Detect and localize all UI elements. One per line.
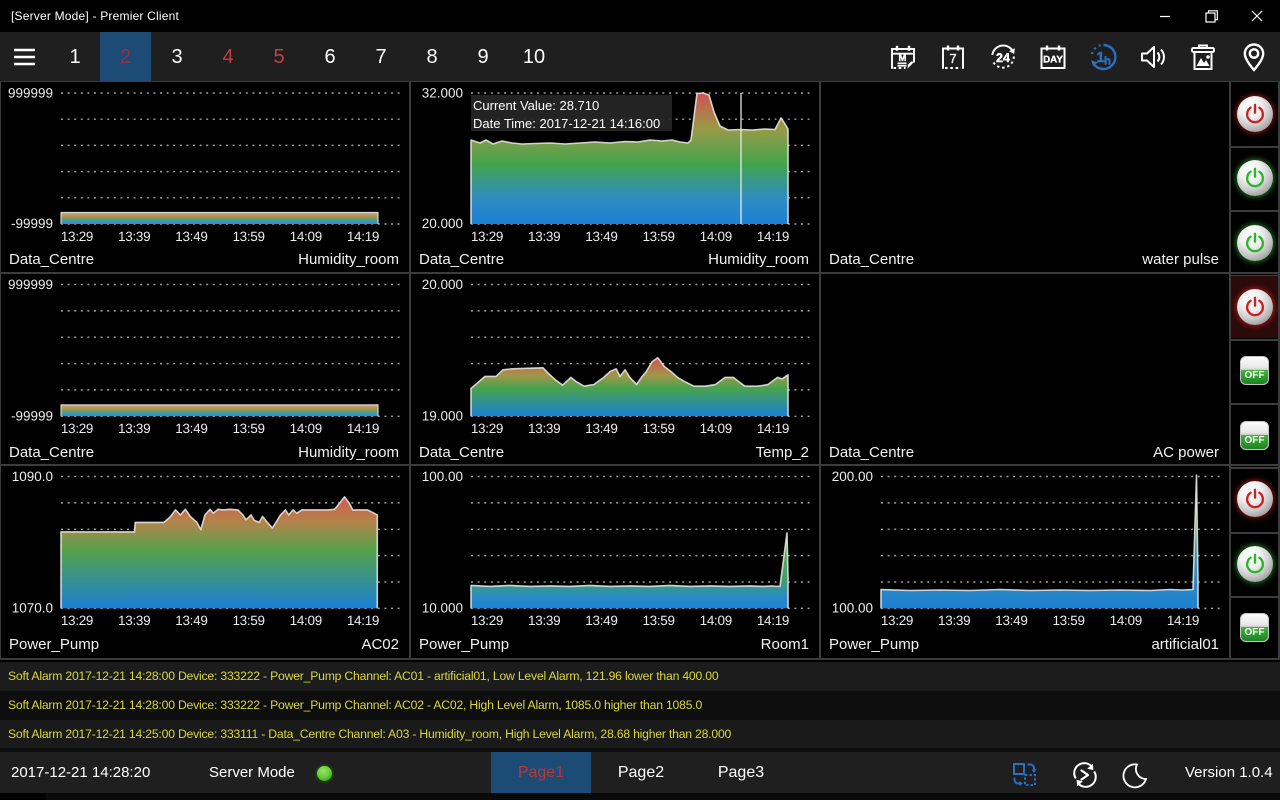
- svg-text:13:39: 13:39: [528, 613, 560, 628]
- svg-text:200.00: 200.00: [832, 469, 873, 484]
- svg-text:100.00: 100.00: [832, 601, 873, 616]
- svg-text:7: 7: [949, 51, 956, 66]
- svg-text:13:49: 13:49: [585, 613, 617, 628]
- svg-text:13:39: 13:39: [118, 421, 150, 436]
- svg-text:1090.0: 1090.0: [12, 469, 53, 484]
- svg-text:14:09: 14:09: [700, 229, 732, 244]
- svg-text:19.000: 19.000: [422, 409, 463, 424]
- svg-text:13:39: 13:39: [938, 613, 970, 628]
- svg-text:14:19: 14:19: [757, 229, 789, 244]
- svg-text:100.00: 100.00: [422, 469, 463, 484]
- svg-text:14:09: 14:09: [700, 613, 732, 628]
- svg-text:1: 1: [1096, 50, 1104, 66]
- svg-text:32.000: 32.000: [422, 86, 463, 101]
- svg-text:14:09: 14:09: [290, 613, 322, 628]
- svg-text:13:49: 13:49: [585, 229, 617, 244]
- svg-text:-99999: -99999: [11, 409, 53, 424]
- svg-text:13:29: 13:29: [881, 613, 913, 628]
- svg-text:-99999: -99999: [11, 216, 53, 231]
- svg-text:13:49: 13:49: [995, 613, 1027, 628]
- svg-text:14:19: 14:19: [757, 421, 789, 436]
- svg-text:13:59: 13:59: [642, 613, 674, 628]
- svg-text:13:39: 13:39: [118, 229, 150, 244]
- svg-text:14:09: 14:09: [700, 421, 732, 436]
- svg-text:13:49: 13:49: [175, 229, 207, 244]
- svg-text:13:59: 13:59: [232, 229, 264, 244]
- svg-text:13:39: 13:39: [528, 229, 560, 244]
- svg-text:h: h: [1104, 56, 1111, 68]
- svg-text:1070.0: 1070.0: [12, 601, 53, 616]
- svg-text:24: 24: [996, 51, 1010, 65]
- svg-text:13:39: 13:39: [528, 421, 560, 436]
- svg-text:13:59: 13:59: [1052, 613, 1084, 628]
- svg-text:14:09: 14:09: [1110, 613, 1142, 628]
- svg-text:13:29: 13:29: [471, 613, 503, 628]
- svg-text:13:59: 13:59: [642, 421, 674, 436]
- svg-text:10.000: 10.000: [422, 601, 463, 616]
- svg-text:14:19: 14:19: [1167, 613, 1199, 628]
- svg-text:13:49: 13:49: [175, 613, 207, 628]
- svg-text:14:09: 14:09: [290, 229, 322, 244]
- svg-text:13:49: 13:49: [175, 421, 207, 436]
- svg-text:13:49: 13:49: [585, 421, 617, 436]
- svg-text:14:19: 14:19: [347, 229, 379, 244]
- svg-text:13:29: 13:29: [471, 229, 503, 244]
- svg-text:13:29: 13:29: [61, 229, 93, 244]
- svg-text:13:29: 13:29: [61, 613, 93, 628]
- svg-text:13:29: 13:29: [61, 421, 93, 436]
- svg-text:13:59: 13:59: [232, 613, 264, 628]
- svg-text:13:59: 13:59: [642, 229, 674, 244]
- svg-text:DAY: DAY: [1043, 55, 1063, 66]
- svg-text:20.000: 20.000: [422, 277, 463, 292]
- svg-text:14:09: 14:09: [290, 421, 322, 436]
- svg-text:999999: 999999: [8, 86, 53, 101]
- svg-text:M: M: [899, 53, 907, 64]
- svg-text:999999: 999999: [8, 277, 53, 292]
- svg-text:20.000: 20.000: [422, 216, 463, 231]
- svg-text:13:29: 13:29: [471, 421, 503, 436]
- svg-text:14:19: 14:19: [347, 421, 379, 436]
- svg-text:13:39: 13:39: [118, 613, 150, 628]
- svg-text:14:19: 14:19: [757, 613, 789, 628]
- svg-text:13:59: 13:59: [232, 421, 264, 436]
- svg-text:14:19: 14:19: [347, 613, 379, 628]
